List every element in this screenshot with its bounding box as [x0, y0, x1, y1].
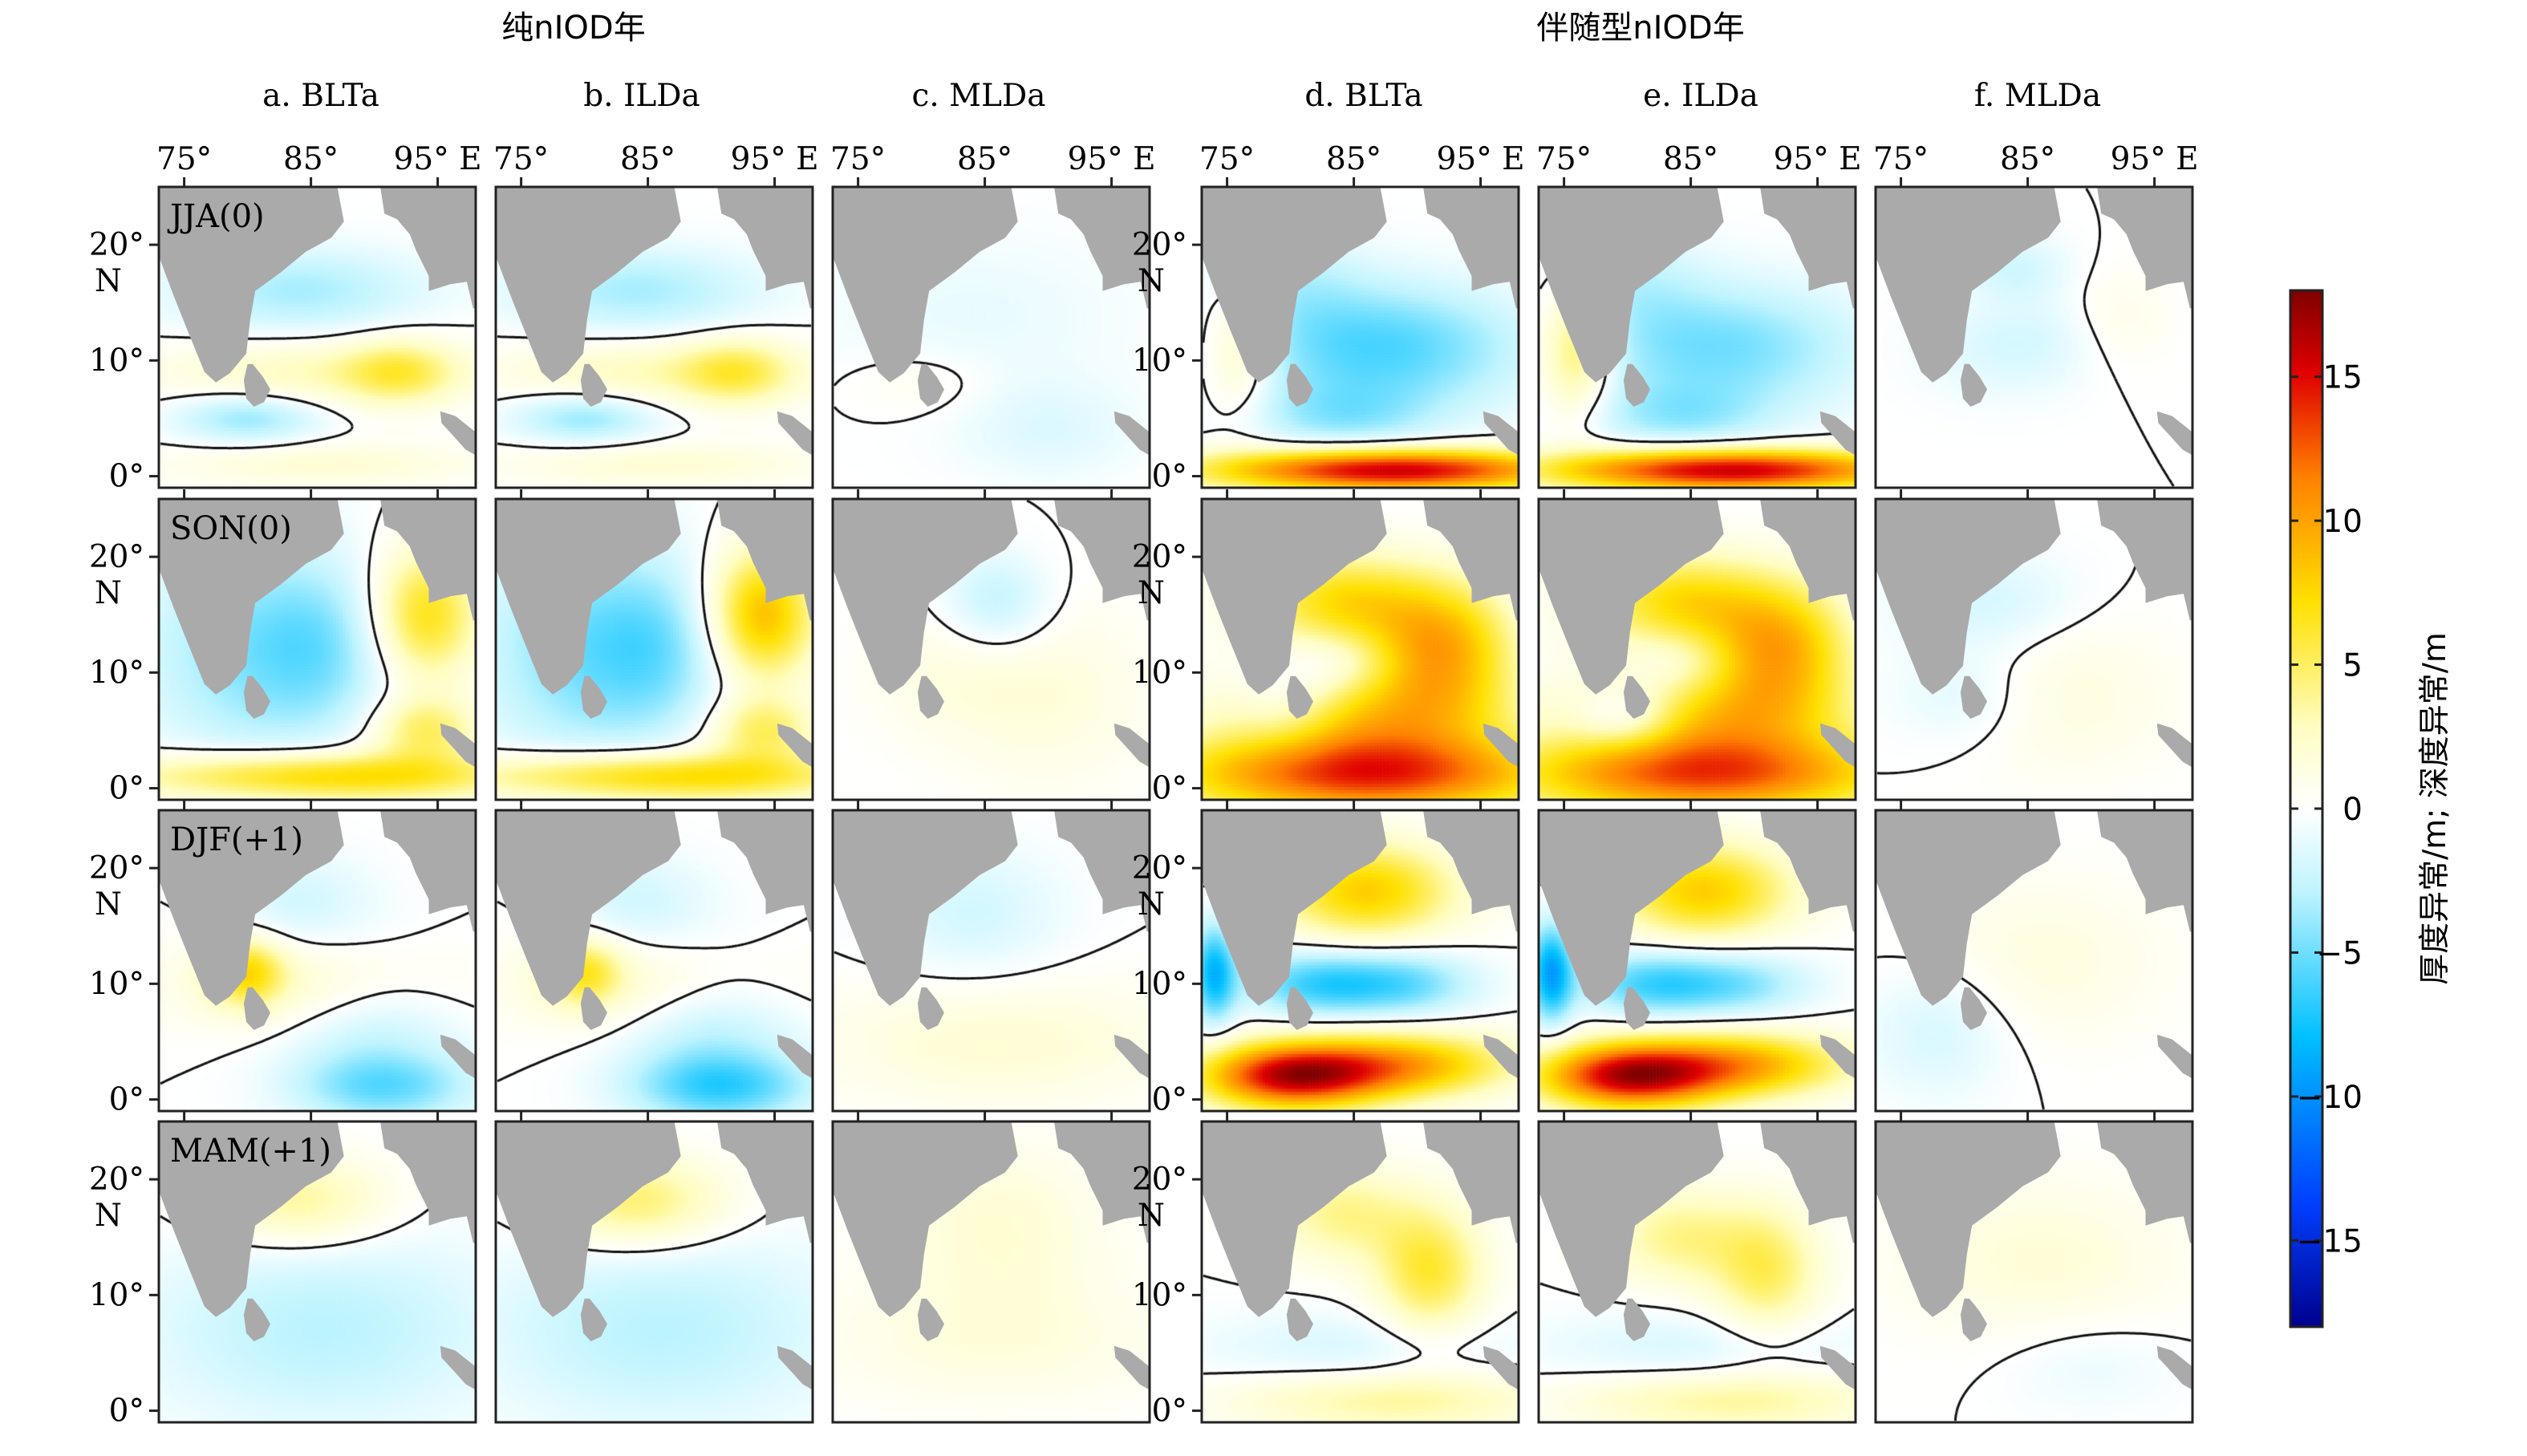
panel-grid: 75° 85° 95° E0°10°20°NJJA(0)0°10°20°NSON(0… — [89, 141, 2199, 1430]
y-tick-label: 10° — [89, 343, 144, 379]
y-tick-label: 0° — [109, 1082, 144, 1118]
y-tick-label-hemisphere: N — [1138, 1198, 1165, 1234]
panel-c-3 — [833, 801, 1150, 1111]
season-label: MAM(+1) — [170, 1133, 331, 1170]
season-label: SON(0) — [170, 510, 292, 547]
panel-c-1: 75° 85° 95° E — [830, 141, 1156, 488]
panel-f-4 — [1876, 1112, 2192, 1422]
x-tick-label: 75° — [1536, 141, 1592, 177]
x-tick-label: 75° — [493, 141, 549, 177]
group-title-pure: 纯nIOD年 — [501, 10, 645, 47]
y-tick-label: 20° — [89, 539, 144, 575]
column-title-b: b. ILDa — [583, 78, 700, 114]
y-tick-label: 10° — [1132, 1277, 1187, 1313]
panel-d-1: 75° 85° 95° E 0° 10° 20°N — [1132, 141, 1525, 495]
y-tick-label: 0° — [109, 771, 144, 807]
y-tick-label: 10° — [1132, 343, 1187, 379]
x-tick-label: 85° — [1663, 141, 1718, 177]
column-title-a: a. BLTa — [262, 78, 379, 114]
colorbar-tick-label: −5 — [2317, 935, 2363, 971]
y-tick-label: 0° — [109, 1393, 144, 1430]
panel-a-3: 0° 10° 20°N DJF(+1) — [89, 801, 476, 1118]
panel-c-4 — [833, 1112, 1150, 1422]
panel-b-4 — [496, 1112, 813, 1422]
panel-e-1: 75° 85° 95° E — [1536, 141, 1862, 488]
y-tick-label: 20° — [89, 227, 144, 263]
x-tick-label: 85° — [283, 141, 339, 177]
panel-f-3 — [1876, 801, 2192, 1111]
colorbar-tick-label: −10 — [2297, 1080, 2363, 1116]
panel-a-4: 0° 10° 20°N MAM(+1) — [89, 1112, 476, 1430]
panel-d-4: 0° 10° 20°N — [1132, 1112, 1519, 1430]
column-title-c: c. MLDa — [912, 78, 1046, 114]
y-tick-label-hemisphere: N — [1138, 886, 1165, 923]
y-tick-label: 20° — [1132, 227, 1187, 263]
column-title-f: f. MLDa — [1974, 78, 2101, 114]
panel-e-4 — [1539, 1112, 1856, 1422]
x-tick-label: 95° E — [1068, 141, 1156, 177]
x-tick-label: 75° — [156, 141, 212, 177]
season-label: JJA(0) — [167, 198, 265, 235]
y-tick-label: 20° — [1132, 1162, 1187, 1198]
colorbar-tick-label: 0 — [2342, 792, 2363, 828]
x-tick-label: 95° E — [1437, 141, 1525, 177]
x-tick-label: 75° — [1199, 141, 1255, 177]
x-tick-label: 75° — [830, 141, 886, 177]
colorbar-tick-label: 5 — [2342, 648, 2363, 684]
x-tick-label: 85° — [620, 141, 675, 177]
panel-a-2: 0° 10° 20°N SON(0) — [89, 489, 476, 807]
panel-d-3: 0° 10° 20°N — [1132, 801, 1519, 1118]
colorbar-tick-label: −15 — [2297, 1223, 2363, 1259]
panel-f-1: 75° 85° 95° E — [1873, 141, 2199, 488]
y-tick-label: 10° — [89, 655, 144, 691]
panel-b-3 — [496, 801, 813, 1111]
y-tick-label: 10° — [89, 1277, 144, 1313]
y-tick-label-hemisphere: N — [1138, 263, 1165, 299]
x-tick-label: 75° — [1873, 141, 1929, 177]
y-tick-label: 20° — [89, 1162, 144, 1198]
season-label: DJF(+1) — [170, 821, 303, 858]
colorbar-label: 厚度异常/m; 深度异常/m — [2417, 632, 2453, 985]
panel-d-2: 0° 10° 20°N — [1132, 489, 1519, 807]
y-tick-label: 0° — [109, 459, 144, 495]
panel-e-2 — [1539, 489, 1856, 800]
panel-a-1: 75° 85° 95° E 0° 10° 20°N JJA(0) — [89, 141, 482, 495]
colorbar: 15 10 5 0 −5 −10 −15 厚度异常/m; 深度异常/m — [2290, 290, 2453, 1327]
y-tick-label-hemisphere: N — [95, 1198, 122, 1234]
colorbar-tick-label: 10 — [2322, 504, 2363, 540]
x-tick-label: 85° — [2000, 141, 2055, 177]
y-tick-label: 10° — [1132, 655, 1187, 691]
y-tick-label: 0° — [1152, 1393, 1187, 1430]
y-tick-label: 0° — [1152, 459, 1187, 495]
column-title-e: e. ILDa — [1643, 78, 1758, 114]
y-tick-label: 10° — [89, 966, 144, 1002]
x-tick-label: 95° E — [2111, 141, 2199, 177]
y-tick-label-hemisphere: N — [95, 575, 122, 611]
x-tick-label: 95° E — [394, 141, 482, 177]
panel-e-3 — [1539, 801, 1856, 1111]
colorbar-tick-label: 15 — [2322, 360, 2363, 396]
y-tick-label: 10° — [1132, 966, 1187, 1002]
panel-b-1: 75° 85° 95° E — [493, 141, 819, 488]
y-tick-label: 0° — [1152, 771, 1187, 807]
y-tick-label: 20° — [1132, 539, 1187, 575]
y-tick-label: 20° — [1132, 850, 1187, 886]
x-tick-label: 85° — [957, 141, 1012, 177]
group-title-accompanied: 伴随型nIOD年 — [1536, 10, 1744, 47]
y-tick-label-hemisphere: N — [95, 886, 122, 923]
panel-c-2 — [833, 489, 1150, 800]
x-tick-label: 95° E — [1774, 141, 1862, 177]
y-tick-label-hemisphere: N — [1138, 575, 1165, 611]
x-tick-label: 85° — [1326, 141, 1381, 177]
panel-f-2 — [1876, 489, 2192, 800]
panel-b-2 — [496, 489, 813, 800]
y-tick-label-hemisphere: N — [95, 263, 122, 299]
column-title-d: d. BLTa — [1304, 78, 1422, 114]
y-tick-label: 0° — [1152, 1082, 1187, 1118]
x-tick-label: 95° E — [731, 141, 819, 177]
y-tick-label: 20° — [89, 850, 144, 886]
